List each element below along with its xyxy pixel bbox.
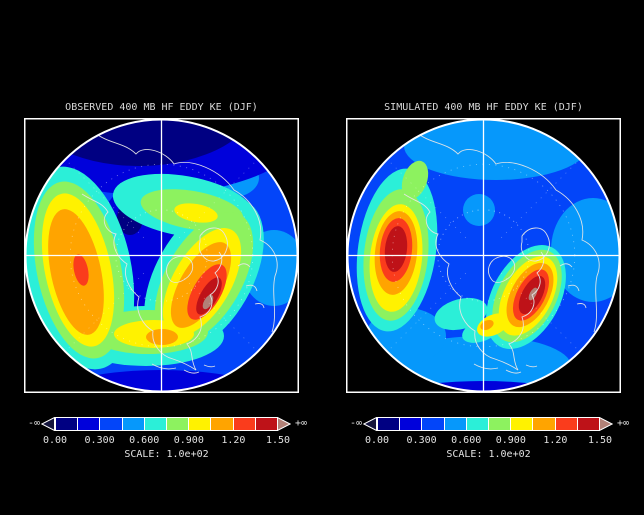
atlantic-max — [146, 242, 232, 345]
over-range-arrow-icon — [277, 417, 291, 431]
colorbar-segment-2 — [99, 417, 123, 431]
colorbar-segment-8 — [554, 417, 578, 431]
colorbar-segment-7 — [210, 417, 234, 431]
observed-colorbar: -∞ +∞ 0.00 0.300 0.600 0.900 1.20 1.50 SCALE:… — [14, 415, 326, 467]
colorbar-segment-0 — [55, 417, 79, 431]
colorbar-scale-label: SCALE: 1.0e+02 — [446, 449, 531, 460]
colorbar-tick-label: 0.600 — [129, 435, 160, 446]
colorbar-segment-8 — [232, 417, 256, 431]
colorbar-tick-label: 1.20 — [543, 435, 568, 446]
colorbar-tick-label: 0.300 — [406, 435, 437, 446]
colorbar-segment-9 — [254, 417, 279, 431]
over-range-arrow-icon — [599, 417, 613, 431]
colorbar-ticks: 0.00 0.300 0.600 0.900 1.20 1.50 — [43, 435, 290, 447]
simulated-panel-title: SIMULATED 400 MB HF EDDY KE (DJF) — [384, 102, 583, 113]
colorbar-segment-3 — [121, 417, 145, 431]
colorbar-tick-label: 0.900 — [495, 435, 526, 446]
colorbar-segment-4 — [465, 417, 490, 431]
colorbar-tick-label: 0.300 — [84, 435, 115, 446]
colorbar-segment-1 — [77, 417, 101, 431]
pos-infinity-label: +∞ — [295, 418, 308, 429]
colorbar-tick-label: 0.00 — [42, 435, 68, 446]
colorbar-segment-9 — [576, 417, 601, 431]
colorbar-tick-label: 0.00 — [364, 435, 390, 446]
under-range-arrow-icon — [363, 417, 377, 431]
map-frame — [24, 118, 299, 393]
colorbar-segment-3 — [443, 417, 467, 431]
pos-infinity-label: +∞ — [617, 418, 630, 429]
over-max-spot — [202, 294, 214, 310]
colorbar-segment-2 — [421, 417, 445, 431]
colorbar-tick-label: 0.600 — [451, 435, 482, 446]
colorbar-segment-5 — [166, 417, 190, 431]
observed-map — [24, 118, 299, 393]
colorbar-segment-1 — [399, 417, 423, 431]
colorbar-tick-label: 0.900 — [173, 435, 204, 446]
colorbar-boxes — [55, 417, 279, 431]
colorbar-segment-6 — [188, 417, 212, 431]
colorbar-tick-label: 1.50 — [587, 435, 613, 446]
map-frame — [346, 118, 621, 393]
colorbar-ticks: 0.00 0.300 0.600 0.900 1.20 1.50 — [365, 435, 612, 447]
colorbar-segment-7 — [532, 417, 556, 431]
neg-infinity-label: -∞ — [349, 418, 362, 429]
simulated-map — [346, 118, 621, 393]
colorbar-tick-label: 1.50 — [265, 435, 291, 446]
colorbar-scale-label: SCALE: 1.0e+02 — [124, 449, 209, 460]
pacific-max — [374, 211, 418, 295]
colorbar-boxes — [377, 417, 601, 431]
colorbar-segment-4 — [143, 417, 168, 431]
pacific-max — [48, 209, 104, 335]
colorbar-segment-0 — [377, 417, 401, 431]
simulated-colorbar: -∞ +∞ 0.00 0.300 0.600 0.900 1.20 1.50 SCALE:… — [336, 415, 644, 467]
neg-infinity-label: -∞ — [27, 418, 40, 429]
colorbar-segment-5 — [488, 417, 512, 431]
colorbar-segment-6 — [510, 417, 534, 431]
observed-panel-title: OBSERVED 400 MB HF EDDY KE (DJF) — [65, 102, 258, 113]
colorbar-tick-label: 1.20 — [221, 435, 246, 446]
under-range-arrow-icon — [41, 417, 55, 431]
